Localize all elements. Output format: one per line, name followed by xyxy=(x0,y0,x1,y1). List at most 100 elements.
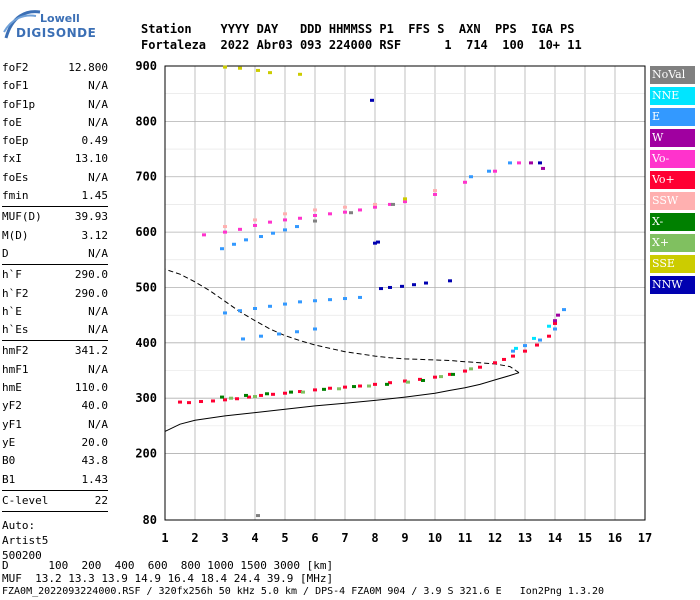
echo-point xyxy=(253,218,257,222)
param-name: B0 xyxy=(2,454,16,468)
y-tick-label: 80 xyxy=(143,513,157,527)
echo-point xyxy=(298,72,302,76)
x-tick-label: 11 xyxy=(458,531,472,545)
echo-point xyxy=(223,398,227,402)
echo-point xyxy=(370,98,374,102)
echo-point xyxy=(373,241,377,245)
param-value: 39.93 xyxy=(74,210,108,224)
echo-point xyxy=(517,161,521,165)
x-tick-label: 5 xyxy=(281,531,288,545)
echo-point xyxy=(313,219,317,223)
param-row: hmE 110.0 xyxy=(2,379,108,397)
legend-item: Vo- xyxy=(650,150,695,168)
echo-point xyxy=(529,161,533,165)
legend-item: Vo+ xyxy=(650,171,695,189)
echo-point xyxy=(514,346,518,350)
y-tick-label: 300 xyxy=(135,391,157,405)
param-name: foF1p xyxy=(2,97,36,111)
param-name: foEs xyxy=(2,170,29,184)
y-tick-label: 900 xyxy=(135,59,157,73)
param-group-critical-frequencies: foF2 12.800 foF1 N/A foF1p N/A foE N/A foEp 0.49 f… xyxy=(2,59,108,205)
param-name: yE xyxy=(2,435,16,449)
echo-point xyxy=(232,242,236,246)
echo-point xyxy=(283,391,287,395)
param-row: foE N/A xyxy=(2,114,108,132)
echo-point xyxy=(508,161,512,165)
polarization-legend: NoVal NNE E W Vo- Vo+ SSW X- X+ SSE NNW xyxy=(650,66,695,297)
echo-point xyxy=(202,233,206,237)
echo-point xyxy=(211,399,215,403)
param-group-profile: hmF2 341.2 hmF1 N/A hmE 110.0 yF2 40.0 yF1 N/A yE 2… xyxy=(2,342,108,488)
echo-point xyxy=(271,392,275,396)
param-value: 20.0 xyxy=(81,435,109,449)
param-value: N/A xyxy=(88,97,108,111)
echo-point xyxy=(199,400,203,404)
param-row: D N/A xyxy=(2,245,108,263)
echo-point xyxy=(478,365,482,369)
param-value: 13.10 xyxy=(74,152,108,166)
param-value: N/A xyxy=(88,362,108,376)
param-row: fmin 1.45 xyxy=(2,187,108,205)
echo-point xyxy=(235,397,239,401)
param-name: C-level xyxy=(2,493,49,507)
echo-point xyxy=(238,309,242,313)
y-tick-label: 200 xyxy=(135,447,157,461)
param-value: 290.0 xyxy=(74,268,108,282)
echo-point xyxy=(337,387,341,391)
param-name: h`Es xyxy=(2,323,29,337)
param-row: yF2 40.0 xyxy=(2,397,108,415)
echo-point xyxy=(421,378,425,382)
param-name: MUF(D) xyxy=(2,210,42,224)
legend-item: E xyxy=(650,108,695,126)
echo-point xyxy=(238,227,242,231)
param-row: foEp 0.49 xyxy=(2,132,108,150)
echo-point xyxy=(244,238,248,242)
echo-point xyxy=(220,247,224,251)
param-value: 22 xyxy=(94,493,108,507)
param-name: h`E xyxy=(2,304,22,318)
echo-point xyxy=(463,180,467,184)
x-tick-label: 3 xyxy=(221,531,228,545)
header-line1: Station YYYY DAY DDD HHMMSS P1 FFS S AXN… xyxy=(141,22,575,36)
param-value: 40.0 xyxy=(81,399,109,413)
auto-version: 500200 xyxy=(2,549,42,563)
echo-point xyxy=(268,71,272,75)
echo-point xyxy=(313,388,317,392)
echo-point xyxy=(376,240,380,244)
echo-point xyxy=(463,369,467,373)
x-tick-label: 12 xyxy=(488,531,502,545)
param-value: N/A xyxy=(88,417,108,431)
echo-point xyxy=(328,298,332,302)
param-row: hmF2 341.2 xyxy=(2,342,108,360)
echo-point xyxy=(379,287,383,291)
echo-point xyxy=(253,307,257,311)
logo-line2: DIGISONDE xyxy=(16,26,97,40)
echo-point xyxy=(424,281,428,285)
echo-point xyxy=(358,295,362,299)
legend-item: SSW xyxy=(650,192,695,210)
footer-muf-row: MUF 13.2 13.3 13.9 14.9 16.4 18.4 24.4 3… xyxy=(2,572,334,585)
param-row: B1 1.43 xyxy=(2,471,108,489)
echo-point xyxy=(532,336,536,340)
logo-line1: Lowell xyxy=(40,12,80,25)
echo-point xyxy=(385,382,389,386)
divider xyxy=(2,206,108,208)
echo-point xyxy=(439,375,443,379)
logo-swoosh-icon xyxy=(3,10,41,39)
echo-point xyxy=(289,390,293,394)
echo-point xyxy=(469,367,473,371)
echo-point xyxy=(259,235,263,239)
divider xyxy=(2,264,108,266)
param-name: foF1 xyxy=(2,79,29,93)
echo-point xyxy=(256,514,260,518)
echo-point xyxy=(562,308,566,312)
param-name: yF2 xyxy=(2,399,22,413)
param-value: 12.800 xyxy=(68,61,108,74)
echo-point xyxy=(253,223,257,227)
echo-point xyxy=(373,202,377,206)
echo-point xyxy=(403,379,407,383)
param-row: yF1 N/A xyxy=(2,416,108,434)
echo-point xyxy=(433,192,437,196)
echo-point xyxy=(301,390,305,394)
